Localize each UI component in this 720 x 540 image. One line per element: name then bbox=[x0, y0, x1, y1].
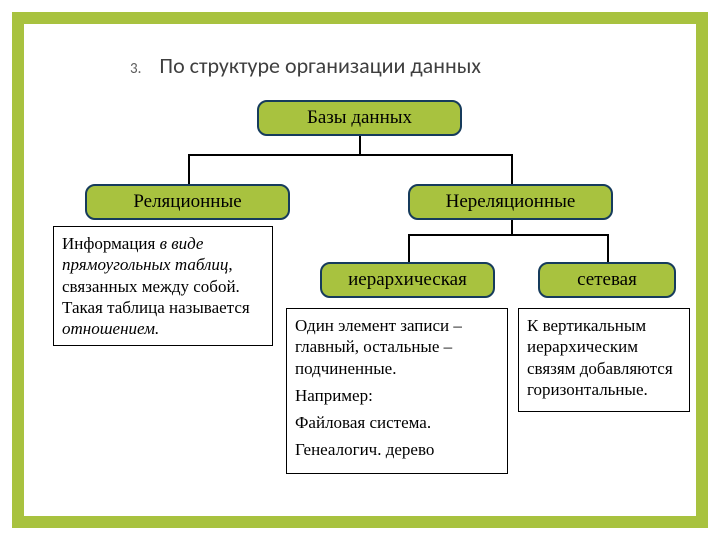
connector bbox=[408, 234, 410, 262]
node-hier-label: иерархическая bbox=[348, 269, 467, 291]
connector bbox=[511, 154, 513, 184]
slide-title: 3. По структуре организации данных bbox=[130, 52, 481, 79]
desc-network: К вертикальным иерархическим связям доба… bbox=[518, 308, 690, 412]
node-nonrel-label: Нереляционные bbox=[446, 191, 576, 213]
node-network: сетевая bbox=[538, 262, 676, 298]
desc-hierarchical: Один элемент записи – главный, остальные… bbox=[286, 308, 508, 474]
node-nonrelational: Нереляционные bbox=[408, 184, 613, 220]
connector bbox=[607, 234, 609, 262]
node-relational: Реляционные bbox=[85, 184, 290, 220]
node-rel-label: Реляционные bbox=[133, 191, 241, 213]
connector bbox=[511, 220, 513, 234]
node-root-label: Базы данных bbox=[307, 107, 412, 129]
node-hierarchical: иерархическая bbox=[320, 262, 495, 298]
title-number: 3. bbox=[130, 60, 141, 78]
node-root: Базы данных bbox=[257, 100, 462, 136]
connector bbox=[359, 136, 361, 154]
title-text: По структуре организации данных bbox=[159, 52, 481, 79]
desc-relational: Информация в виде прямоугольных таблиц, … bbox=[53, 226, 273, 346]
node-net-label: сетевая bbox=[577, 269, 637, 291]
connector bbox=[188, 154, 511, 156]
connector bbox=[408, 234, 607, 236]
connector bbox=[188, 154, 190, 184]
